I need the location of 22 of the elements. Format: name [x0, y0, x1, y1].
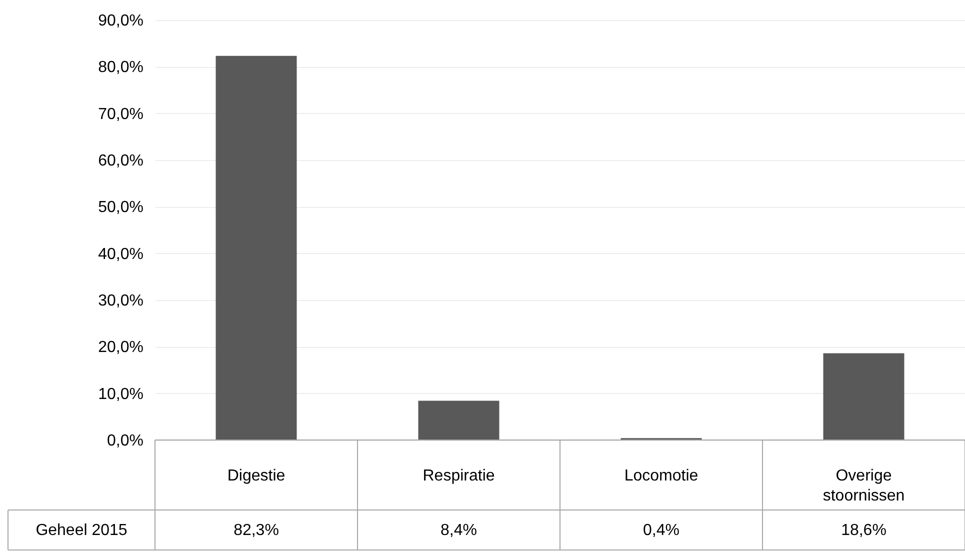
y-tick-label: 90,0% — [98, 12, 144, 30]
x-tick-label: Digestie — [227, 468, 286, 484]
y-tick-label: 50,0% — [98, 199, 144, 216]
data-label: 8,4% — [440, 522, 477, 539]
bar — [823, 353, 904, 440]
x-tick-label: Overige stoornissen — [822, 468, 905, 504]
bar — [216, 56, 297, 440]
y-tick-label: 10,0% — [98, 386, 144, 403]
data-label: 82,3% — [234, 522, 279, 539]
x-tick-label: Respiratie — [422, 468, 495, 484]
text: Geheel 2015 — [36, 522, 128, 539]
y-tick-label: 60,0% — [98, 152, 144, 170]
x-tick-label: Locomotie — [624, 468, 698, 484]
y-tick-label: 20,0% — [98, 339, 144, 356]
bar — [418, 400, 500, 440]
y-tick-label: 40,0% — [98, 246, 144, 263]
data-label: 18,6% — [841, 522, 886, 539]
y-tick-label: 0,0% — [107, 432, 144, 450]
y-tick-label: 30,0% — [98, 292, 144, 310]
data-label: 0,4% — [643, 522, 680, 539]
y-tick-label: 70,0% — [98, 106, 144, 123]
y-tick-label: 80,0% — [98, 59, 144, 76]
